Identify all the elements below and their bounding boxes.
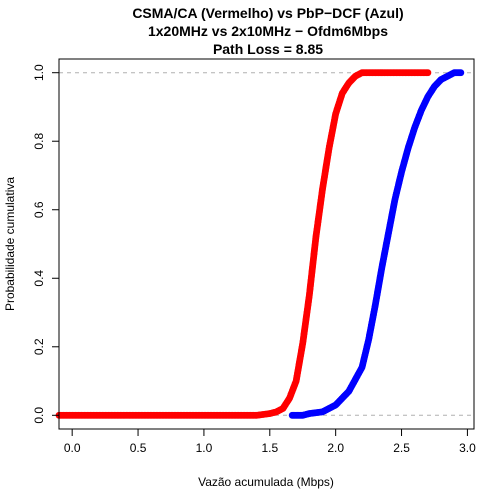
- chart-title-line-1: CSMA/CA (Vermelho) vs PbP−DCF (Azul): [132, 5, 403, 21]
- y-axis: 0.0 0.2 0.4 0.6 0.8 1.0: [32, 64, 59, 424]
- x-axis: 0.0 0.5 1.0 1.5 2.0 2.5 3.0: [64, 429, 476, 455]
- plot-frame: [58, 58, 475, 430]
- x-tick-label: 1.5: [261, 441, 278, 455]
- y-tick-label: 1.0: [32, 64, 46, 81]
- y-tick-label: 0.4: [32, 270, 46, 287]
- x-tick-label: 3.0: [459, 441, 476, 455]
- y-axis-label: Probabilidade cumulativa: [3, 177, 17, 311]
- x-tick-label: 2.5: [393, 441, 410, 455]
- chart-title-line-3: Path Loss = 8.85: [213, 41, 323, 57]
- y-tick-label: 0.0: [32, 407, 46, 424]
- x-tick-label: 0.5: [130, 441, 147, 455]
- data-point: [457, 69, 465, 77]
- x-tick-label: 0.0: [64, 441, 81, 455]
- y-tick-label: 0.2: [32, 338, 46, 355]
- chart-title-line-2: 1x20MHz vs 2x10MHz − Ofdm6Mbps: [148, 23, 388, 39]
- data-point: [424, 69, 432, 77]
- y-tick-label: 0.8: [32, 133, 46, 150]
- x-axis-label: Vazão acumulada (Mbps): [198, 475, 334, 489]
- x-tick-label: 2.0: [327, 441, 344, 455]
- x-tick-label: 1.0: [196, 441, 213, 455]
- series-1: [288, 69, 465, 419]
- reference-lines: [59, 72, 474, 416]
- series-layer: [55, 69, 465, 419]
- y-tick-label: 0.6: [32, 201, 46, 218]
- series-0: [55, 69, 432, 419]
